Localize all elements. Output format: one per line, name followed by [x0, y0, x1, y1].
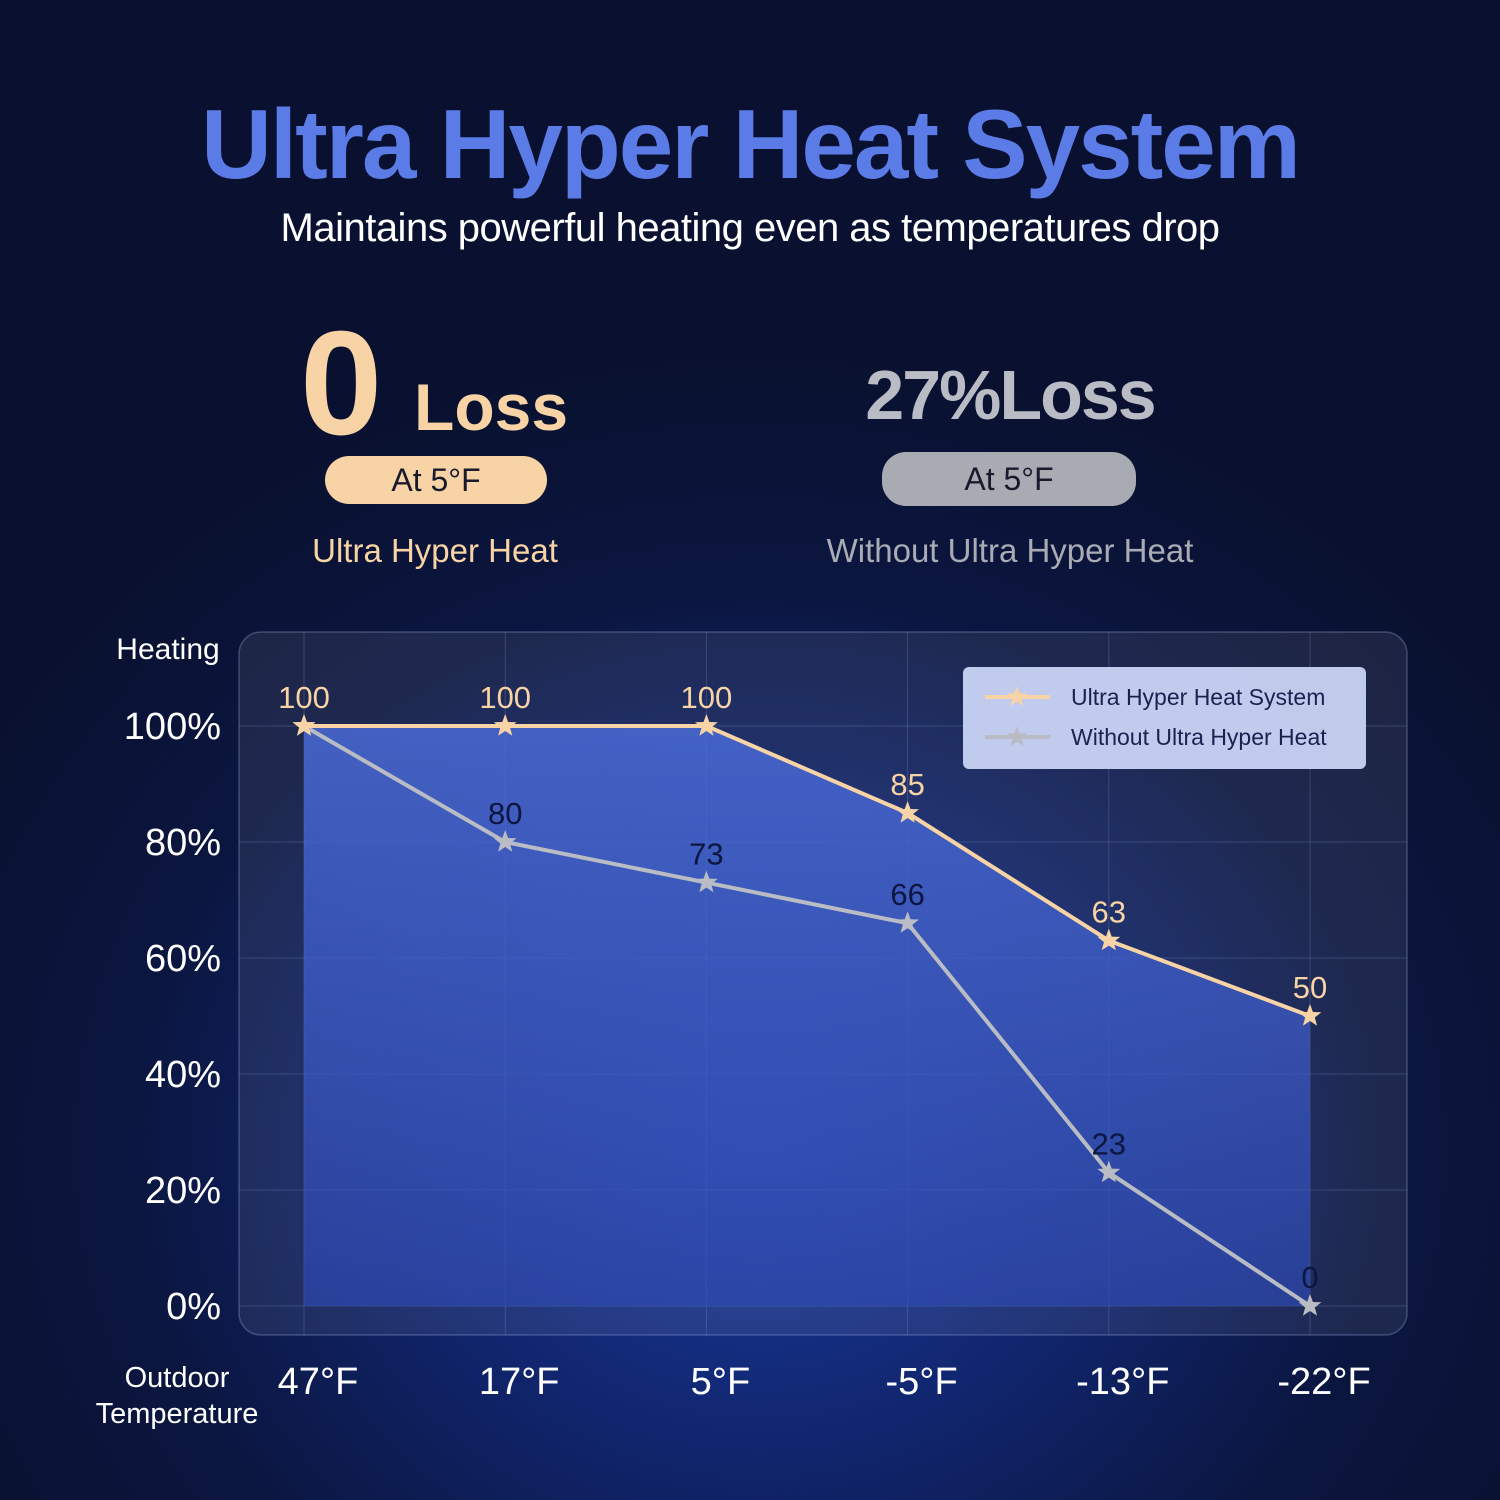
- data-label: 66: [890, 877, 924, 912]
- marker-without-ultra-hyper-heat: [695, 870, 718, 893]
- page-subtitle: Maintains powerful heating even as tempe…: [280, 206, 1221, 250]
- stat-caption: Ultra Hyper Heat: [312, 532, 558, 569]
- x-axis-label: Outdoor Temperature: [96, 1362, 259, 1430]
- marker-ultra-hyper-heat: [1298, 1004, 1322, 1026]
- x-tick-label: 17°F: [479, 1361, 560, 1403]
- y-tick-label: 20%: [145, 1170, 221, 1212]
- data-label: 100: [479, 680, 531, 715]
- data-label: 0: [1301, 1260, 1318, 1295]
- data-label: 85: [890, 767, 924, 802]
- x-axis-label-line: Temperature: [96, 1398, 259, 1430]
- marker-ultra-hyper-heat: [896, 801, 919, 823]
- loss-label: Loss: [414, 370, 569, 444]
- area-fill: [304, 726, 1310, 1306]
- y-tick-label: 0%: [166, 1286, 221, 1328]
- x-tick-label: -5°F: [885, 1361, 957, 1403]
- legend-box: [963, 667, 1366, 769]
- marker-without-ultra-hyper-heat: [493, 830, 517, 852]
- legend-swatch-star: [1006, 726, 1028, 746]
- loss-headline: 27%Loss: [865, 356, 1156, 434]
- y-tick-label: 40%: [145, 1054, 221, 1096]
- data-label: 100: [278, 680, 330, 715]
- y-axis-label: Heating: [116, 633, 219, 666]
- condition-badge: At 5°F: [325, 456, 547, 504]
- series-lines: [303, 724, 1312, 1308]
- data-label: 73: [689, 837, 723, 872]
- x-tick-label: -13°F: [1076, 1361, 1169, 1403]
- data-label: 23: [1092, 1127, 1126, 1162]
- marker-ultra-hyper-heat: [695, 714, 718, 736]
- data-label: 63: [1092, 895, 1126, 930]
- line-ultra-hyper-heat: [304, 724, 1311, 1018]
- legend-label: Without Ultra Hyper Heat: [1071, 724, 1327, 750]
- data-label: 100: [681, 680, 733, 715]
- marker-ultra-hyper-heat: [1097, 928, 1121, 951]
- loss-number: 0: [300, 301, 383, 466]
- data-label: 80: [488, 796, 522, 831]
- x-tick-label: -22°F: [1277, 1361, 1370, 1403]
- marker-without-ultra-hyper-heat: [1097, 1160, 1121, 1183]
- legend: Ultra Hyper Heat System Without Ultra Hyp…: [963, 667, 1366, 769]
- condition-badge: At 5°F: [882, 452, 1136, 506]
- marker-without-ultra-hyper-heat: [1298, 1294, 1322, 1316]
- y-tick-label: 60%: [145, 938, 221, 980]
- x-tick-label: 5°F: [691, 1361, 751, 1403]
- marker-without-ultra-hyper-heat: [896, 911, 919, 933]
- y-tick-label: 80%: [145, 822, 221, 864]
- series-markers: [292, 714, 1322, 1316]
- line-without-ultra-hyper-heat: [303, 724, 1312, 1308]
- legend-swatch-star: [1006, 686, 1028, 706]
- data-label: 50: [1293, 970, 1327, 1005]
- axis-ticks: 0% 20% 40% 60% 80% 100% 47°F 17°F 5°F -5°F -13°F -2…: [124, 706, 1371, 1403]
- x-axis-label-line: Outdoor: [125, 1362, 230, 1394]
- legend-label: Ultra Hyper Heat System: [1071, 684, 1325, 710]
- area-under-ultra-hyper-heat: [304, 726, 1310, 1306]
- page-title: Ultra Hyper Heat System: [201, 89, 1301, 199]
- y-tick-label: 100%: [124, 706, 221, 748]
- marker-ultra-hyper-heat: [292, 714, 316, 736]
- marker-ultra-hyper-heat: [493, 714, 517, 736]
- data-labels: 80 73 66 23 0 100 100 100 85 63 50: [278, 680, 1327, 1295]
- stat-caption: Without Ultra Hyper Heat: [826, 532, 1194, 569]
- x-tick-label: 47°F: [278, 1361, 359, 1403]
